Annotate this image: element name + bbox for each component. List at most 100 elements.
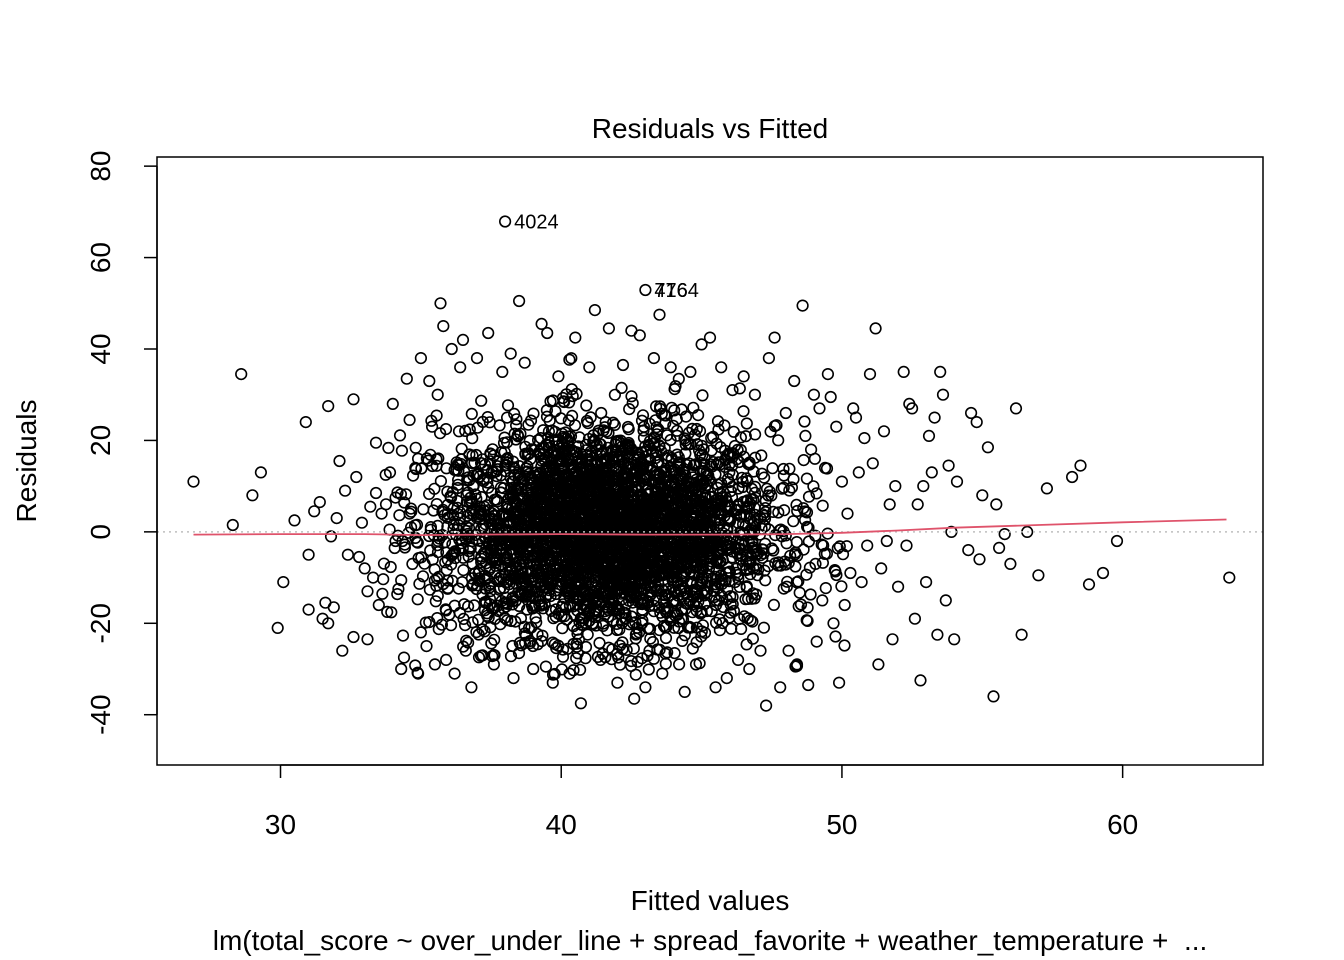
residual-point bbox=[540, 404, 554, 417]
residual-point bbox=[523, 434, 536, 447]
residual-point bbox=[741, 500, 754, 513]
residual-point bbox=[451, 507, 465, 521]
residual-point bbox=[661, 544, 674, 557]
residual-point bbox=[593, 521, 607, 534]
residual-point bbox=[509, 419, 523, 432]
residual-point bbox=[487, 513, 501, 526]
residual-point bbox=[437, 320, 450, 333]
residual-point bbox=[555, 453, 568, 466]
residual-point bbox=[606, 549, 619, 563]
residual-point bbox=[852, 466, 865, 479]
residual-point bbox=[580, 449, 594, 462]
residual-point bbox=[535, 495, 549, 508]
residual-point bbox=[739, 430, 752, 443]
residual-point bbox=[824, 390, 837, 404]
residual-point bbox=[672, 372, 685, 386]
residual-point bbox=[640, 493, 654, 506]
residual-point bbox=[353, 550, 366, 564]
residual-point bbox=[807, 388, 821, 401]
residual-point bbox=[376, 587, 389, 600]
residual-point bbox=[709, 681, 722, 694]
residual-point bbox=[633, 460, 646, 473]
residual-point bbox=[802, 535, 816, 548]
residual-point bbox=[396, 629, 410, 642]
residual-point bbox=[740, 581, 753, 594]
residual-point bbox=[629, 668, 642, 681]
residual-point bbox=[800, 506, 814, 519]
residual-point bbox=[586, 593, 600, 606]
residual-point bbox=[802, 490, 816, 503]
residual-point bbox=[747, 525, 761, 539]
residual-point bbox=[558, 481, 571, 494]
residual-point bbox=[459, 644, 472, 657]
residual-point bbox=[696, 389, 709, 402]
residual-point bbox=[385, 606, 398, 619]
residual-point bbox=[308, 505, 321, 518]
residual-point bbox=[667, 419, 680, 432]
residual-point bbox=[714, 517, 727, 530]
residual-point bbox=[794, 598, 808, 611]
residual-point bbox=[486, 443, 499, 456]
residual-point bbox=[542, 577, 555, 590]
residual-point bbox=[612, 434, 625, 447]
residual-point bbox=[897, 365, 910, 379]
residual-point bbox=[504, 347, 517, 360]
residual-point bbox=[499, 459, 512, 472]
residual-point bbox=[628, 692, 641, 705]
residual-point bbox=[288, 514, 301, 527]
residual-point bbox=[574, 697, 588, 710]
residual-point bbox=[608, 388, 622, 401]
residual-point bbox=[431, 539, 444, 552]
residual-point bbox=[802, 678, 815, 692]
residual-point bbox=[973, 553, 986, 566]
residual-point bbox=[563, 535, 576, 548]
residual-point bbox=[333, 454, 346, 468]
residual-point bbox=[694, 465, 707, 478]
residual-point bbox=[827, 617, 840, 630]
residual-point bbox=[372, 598, 385, 612]
residual-point bbox=[748, 486, 762, 499]
residual-point bbox=[313, 496, 326, 509]
residual-point bbox=[413, 577, 426, 590]
residual-point bbox=[911, 498, 924, 511]
residual-point bbox=[622, 495, 635, 508]
residual-point bbox=[322, 617, 335, 630]
residual-point bbox=[623, 403, 636, 416]
residual-point bbox=[790, 498, 803, 512]
residual-point bbox=[627, 642, 640, 655]
residual-point bbox=[671, 608, 684, 621]
residual-point bbox=[669, 497, 682, 510]
residual-point bbox=[622, 440, 635, 453]
residual-point bbox=[799, 429, 812, 443]
residual-point bbox=[684, 547, 698, 560]
residual-point bbox=[763, 485, 776, 498]
residual-point bbox=[660, 429, 674, 442]
residual-point bbox=[535, 460, 548, 473]
residual-point bbox=[687, 466, 700, 479]
residual-point bbox=[477, 474, 490, 488]
residual-point bbox=[736, 475, 749, 489]
residual-point bbox=[542, 473, 555, 487]
residual-point bbox=[534, 489, 548, 502]
residual-point bbox=[440, 546, 453, 559]
residual-point bbox=[777, 504, 791, 517]
residual-point bbox=[649, 414, 662, 427]
residual-point bbox=[515, 639, 528, 652]
residual-point bbox=[396, 534, 409, 548]
dense-residual-cloud bbox=[376, 352, 853, 681]
residual-point bbox=[594, 653, 607, 667]
residual-point bbox=[507, 462, 520, 475]
residual-point bbox=[577, 555, 590, 568]
residual-point bbox=[552, 607, 565, 620]
residual-point bbox=[813, 402, 826, 415]
residual-point bbox=[622, 558, 635, 571]
residual-point bbox=[426, 420, 439, 433]
residual-point bbox=[720, 671, 733, 685]
residual-point bbox=[917, 480, 930, 493]
residual-point bbox=[369, 436, 383, 449]
residual-point bbox=[731, 653, 745, 667]
y-axis-label: Residuals bbox=[11, 400, 42, 523]
residual-point bbox=[764, 425, 777, 438]
residual-point bbox=[552, 370, 565, 383]
residual-point bbox=[522, 621, 536, 635]
